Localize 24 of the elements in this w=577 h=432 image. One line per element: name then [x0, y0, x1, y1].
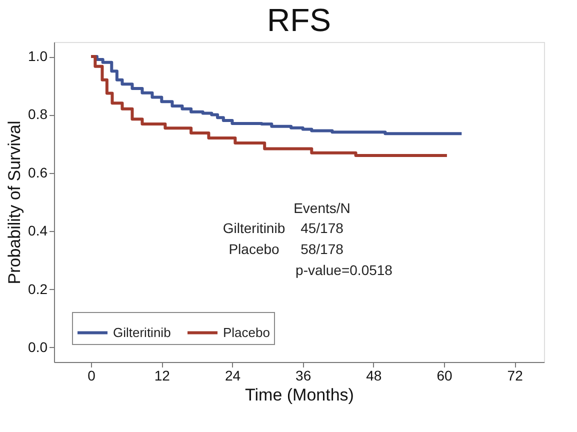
y-tick-label: 0.4 — [28, 222, 48, 239]
x-tick-label: 60 — [436, 368, 452, 384]
annotation: 45/178 — [300, 220, 344, 236]
y-tick-label: 0.6 — [28, 164, 48, 180]
x-tick-label: 36 — [296, 368, 312, 384]
x-tick-label: 0 — [88, 368, 96, 384]
annotation: Gilteritinib — [222, 220, 286, 236]
x-tick-label: 12 — [154, 368, 170, 384]
x-tick-label: 72 — [507, 368, 524, 384]
x-tick-label: 48 — [366, 368, 382, 384]
x-axis-title: Time (Months) — [245, 386, 354, 404]
chart-title: RFS — [267, 2, 331, 38]
y-tick-label: 0.2 — [28, 280, 48, 297]
y-tick-label: 0.0 — [28, 338, 48, 355]
annotation: Events/N — [294, 200, 350, 216]
y-tick-label: 0.8 — [28, 106, 48, 122]
annotation: p-value=0.0518 — [296, 262, 393, 278]
legend-label: Placebo — [223, 324, 270, 340]
y-axis-title: Probability of Survival — [5, 120, 24, 284]
y-tick-label: 1.0 — [28, 48, 48, 64]
legend-label: Gilteritinib — [113, 324, 171, 340]
x-tick-label: 24 — [224, 368, 241, 384]
annotation: Placebo — [228, 241, 280, 257]
annotation: 58/178 — [300, 241, 344, 257]
